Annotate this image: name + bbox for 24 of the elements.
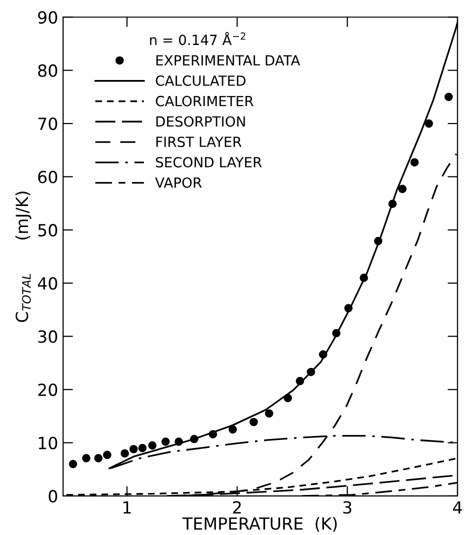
legend-label: EXPERIMENTAL DATA: [156, 55, 300, 66]
legend-title: n = 0.147 Å$^{−2}$: [150, 32, 246, 46]
y-tick-label: 40: [38, 277, 58, 290]
y-tick-label: 60: [38, 170, 58, 184]
y-tick-label: 80: [38, 64, 58, 77]
x-tick-label: 3: [343, 501, 352, 514]
legend-label: DESORPTION: [156, 116, 245, 127]
y-tick-label: 70: [38, 117, 58, 130]
y-tick-label: 0: [48, 490, 58, 503]
legend-label: CALCULATED: [156, 75, 246, 86]
y-tick-label: 10: [38, 436, 58, 450]
y-tick-label: 30: [38, 330, 58, 343]
legend-label: SECOND LAYER: [156, 156, 262, 168]
x-tick-label: 1: [124, 501, 131, 514]
x-tick-label: 2: [233, 501, 241, 514]
legend-label: CALORIMETER: [156, 96, 254, 106]
x-axis-title: TEMPERATURE (K): [182, 516, 337, 532]
y-tick-label: 20: [38, 384, 58, 396]
x-tick-label: 4: [453, 501, 462, 514]
y-tick-label: 90: [38, 11, 58, 24]
y-tick-label: 50: [38, 224, 58, 236]
text: C$_{TOTAL}$ (mJ/K): [15, 192, 32, 322]
legend-label: FIRST LAYER: [156, 136, 242, 148]
legend-label: VAPOR: [155, 177, 202, 188]
